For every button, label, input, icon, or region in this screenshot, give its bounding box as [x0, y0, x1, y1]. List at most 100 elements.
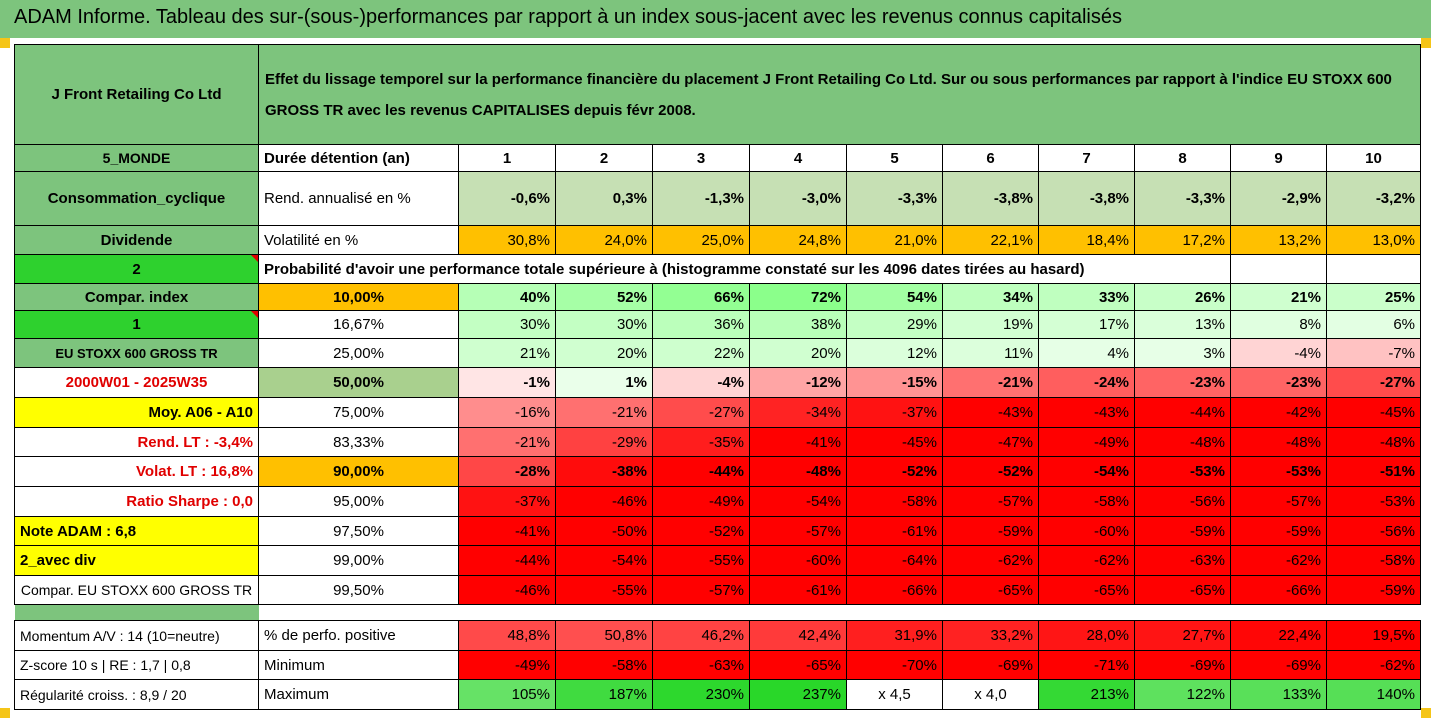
percentile-value: -65%	[1038, 575, 1135, 605]
percentile-value: -44%	[652, 456, 750, 487]
percentile-label: 50,00%	[258, 367, 459, 398]
percentile-value: -54%	[749, 486, 847, 517]
percentile-value: 26%	[1134, 283, 1231, 311]
percentile-value: 13%	[1134, 310, 1231, 339]
percentile-value: 36%	[652, 310, 750, 339]
perf-pos-value: 27,7%	[1134, 620, 1231, 651]
perf-pos-label: % de perfo. positive	[258, 620, 459, 651]
percentile-value: -53%	[1326, 486, 1421, 517]
maximum-value: 237%	[749, 679, 847, 710]
volat-cell: 24,8%	[749, 225, 847, 255]
rend-row: Consommation_cyclique Rend. annualisé en…	[14, 171, 1421, 226]
volat-cell: 22,1%	[942, 225, 1039, 255]
year-header: 10	[1326, 144, 1421, 172]
compar-index-label: Compar. index	[14, 283, 259, 311]
sector-label: Consommation_cyclique	[14, 171, 259, 226]
corner-marker	[0, 708, 10, 718]
year-header: 9	[1230, 144, 1327, 172]
percentile-value: -4%	[1230, 338, 1327, 368]
percentile-value: -23%	[1134, 367, 1231, 398]
percentile-value: -59%	[1326, 575, 1421, 605]
percentile-value: -51%	[1326, 456, 1421, 487]
percentile-value: -56%	[1134, 486, 1231, 517]
percentile-value: -62%	[1230, 545, 1327, 576]
percentile-value: -58%	[846, 486, 943, 517]
percentile-label: 95,00%	[258, 486, 459, 517]
percentile-value: -43%	[942, 397, 1039, 428]
percentile-value: -23%	[1230, 367, 1327, 398]
percentile-value: -48%	[1326, 427, 1421, 457]
minimum-label: Minimum	[258, 650, 459, 680]
minimum-value: -69%	[1134, 650, 1231, 680]
percentile-value: 54%	[846, 283, 943, 311]
percentile-value: -60%	[1038, 516, 1135, 546]
percentile-label: 25,00%	[258, 338, 459, 368]
note-label: Note ADAM : 6,8	[14, 516, 259, 546]
pct-row: 1 16,67% 30% 30% 36% 38% 29% 19% 17% 13% 8% 6%	[14, 310, 1421, 339]
percentile-value: -45%	[846, 427, 943, 457]
year-header: 3	[652, 144, 750, 172]
perf-pos-value: 46,2%	[652, 620, 750, 651]
percentile-value: -63%	[1134, 545, 1231, 576]
percentile-value: -16%	[458, 397, 556, 428]
percentile-value: 30%	[458, 310, 556, 339]
percentile-value: -64%	[846, 545, 943, 576]
percentile-value: 34%	[942, 283, 1039, 311]
percentile-value: -24%	[1038, 367, 1135, 398]
rend-cell: -3,8%	[942, 171, 1039, 226]
volat-cell: 18,4%	[1038, 225, 1135, 255]
percentile-value: 12%	[846, 338, 943, 368]
maximum-label: Maximum	[258, 679, 459, 710]
maximum-value: 133%	[1230, 679, 1327, 710]
percentile-value: -65%	[942, 575, 1039, 605]
percentile-value: 20%	[555, 338, 653, 368]
percentile-value: -35%	[652, 427, 750, 457]
percentile-value: -58%	[1326, 545, 1421, 576]
proba-row: 2 Probabilité d'avoir une performance to…	[14, 254, 1421, 284]
percentile-value: -59%	[1134, 516, 1231, 546]
rend-cell: -3,0%	[749, 171, 847, 226]
year-header: 5	[846, 144, 943, 172]
spacer-row	[14, 604, 1421, 621]
pct-row: Volat. LT : 16,8% 90,00% -28% -38% -44% -48%…	[14, 456, 1421, 487]
index-name-label: EU STOXX 600 GROSS TR	[14, 338, 259, 368]
percentile-value: -61%	[749, 575, 847, 605]
maximum-value: 213%	[1038, 679, 1135, 710]
volat-cell: 13,2%	[1230, 225, 1327, 255]
percentile-value: -49%	[1038, 427, 1135, 457]
years-row: 5_MONDE Durée détention (an) 1 2 3 4 5 6 7 8 9 10	[14, 144, 1421, 172]
percentile-value: -47%	[942, 427, 1039, 457]
percentile-value: 66%	[652, 283, 750, 311]
region-label: 5_MONDE	[14, 144, 259, 172]
percentile-value: -44%	[458, 545, 556, 576]
maximum-value: 230%	[652, 679, 750, 710]
percentile-value: -57%	[652, 575, 750, 605]
volat-cell: 21,0%	[846, 225, 943, 255]
percentile-value: -7%	[1326, 338, 1421, 368]
perf-pos-value: 19,5%	[1326, 620, 1421, 651]
pct-row: 2_avec div 99,00% -44% -54% -55% -60% -64% -62…	[14, 545, 1421, 576]
percentile-value: -50%	[555, 516, 653, 546]
spacer-cell	[259, 605, 1421, 621]
minimum-value: -62%	[1326, 650, 1421, 680]
year-header: 7	[1038, 144, 1135, 172]
perf-pos-value: 42,4%	[749, 620, 847, 651]
percentile-value: -55%	[555, 575, 653, 605]
percentile-value: -65%	[1134, 575, 1231, 605]
volat-cell: 13,0%	[1326, 225, 1421, 255]
perf-pos-value: 50,8%	[555, 620, 653, 651]
moy-label: Moy. A06 - A10	[14, 397, 259, 428]
year-header: 1	[458, 144, 556, 172]
year-header: 8	[1134, 144, 1231, 172]
pct-row: Note ADAM : 6,8 97,50% -41% -50% -52% -57% -6…	[14, 516, 1421, 546]
rend-lt-label: Rend. LT : -3,4%	[14, 427, 259, 457]
avec-div-label: 2_avec div	[14, 545, 259, 576]
pct-row: Ratio Sharpe : 0,0 95,00% -37% -46% -49% -54…	[14, 486, 1421, 517]
percentile-value: 40%	[458, 283, 556, 311]
pct-row: Compar. index 10,00% 40% 52% 66% 72% 54% 34% 33…	[14, 283, 1421, 311]
percentile-value: 30%	[555, 310, 653, 339]
maximum-value: 122%	[1134, 679, 1231, 710]
percentile-value: 4%	[1038, 338, 1135, 368]
percentile-value: 21%	[458, 338, 556, 368]
pct-row: Rend. LT : -3,4% 83,33% -21% -29% -35% -41% -…	[14, 427, 1421, 457]
